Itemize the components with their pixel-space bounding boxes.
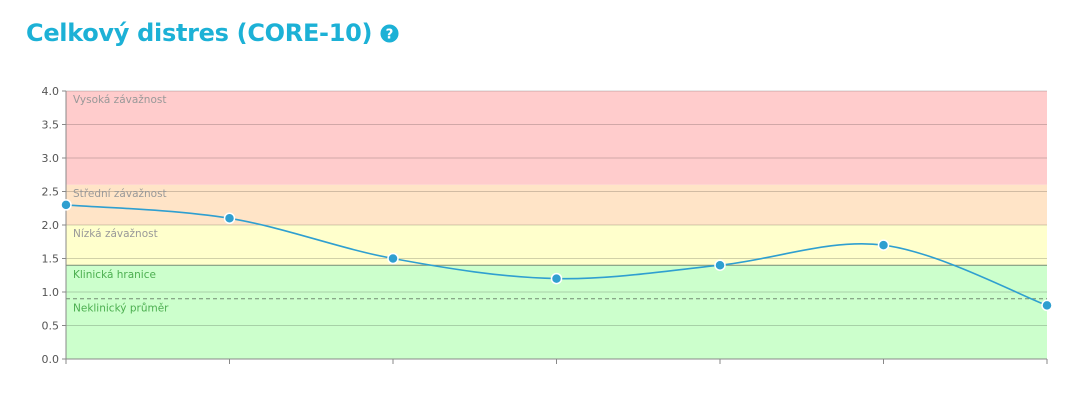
data-point <box>1041 299 1053 312</box>
y-tick-label: 0.5 <box>42 320 60 333</box>
band-label: Vysoká závažnost <box>73 94 166 106</box>
y-tick-label: 2.5 <box>42 186 60 199</box>
data-point <box>60 199 72 211</box>
band-2 <box>66 225 1047 266</box>
y-tick-label: 3.0 <box>42 152 60 165</box>
y-tick-label: 4.0 <box>42 85 60 98</box>
y-tick-label: 1.0 <box>42 286 60 299</box>
chart-title: Celkový distres (CORE-10) <box>26 19 373 47</box>
y-tick-label: 0.0 <box>42 353 60 366</box>
data-point <box>550 272 563 285</box>
band-label: Nízká závažnost <box>73 228 158 240</box>
y-tick-label: 3.5 <box>42 119 60 132</box>
question-circle-icon[interactable]: ? <box>380 23 399 43</box>
data-point <box>387 252 399 265</box>
reference-label: Klinická hranice <box>73 269 156 281</box>
band-0 <box>66 91 1047 185</box>
chart-header: Celkový distres (CORE-10) ? <box>26 19 399 47</box>
reference-label: Neklinický průměr <box>73 303 169 315</box>
data-point <box>877 239 890 251</box>
band-label: Střední závažnost <box>73 188 167 200</box>
svg-text:?: ? <box>386 27 394 42</box>
data-point <box>714 259 726 271</box>
y-tick-label: 2.0 <box>42 219 60 232</box>
y-tick-label: 1.5 <box>42 253 60 266</box>
band-1 <box>66 184 1047 225</box>
data-point <box>223 212 236 225</box>
